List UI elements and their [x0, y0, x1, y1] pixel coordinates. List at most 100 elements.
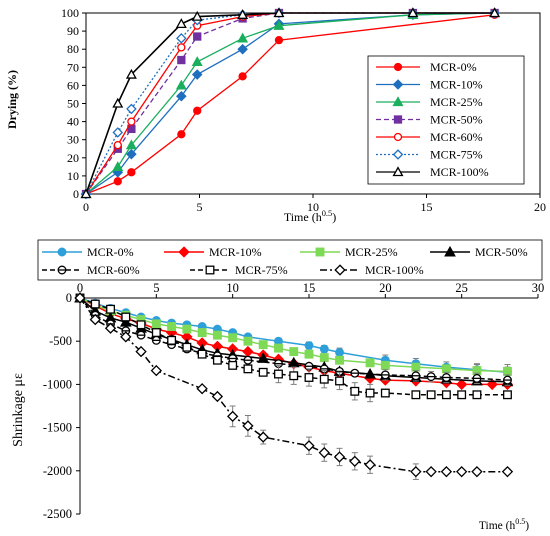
shrinkage-point-mcr-25pct: [243, 336, 253, 346]
shrinkage-point-mcr-100pct: [257, 431, 269, 443]
drying-y-tick-label: 30: [67, 133, 79, 147]
drying-point-mcr-25pct: [175, 79, 187, 90]
drying-point-mcr-0pct: [193, 106, 202, 115]
shrinkage-point-mcr-25pct: [212, 330, 222, 340]
shrinkage-point-mcr-100pct: [425, 465, 437, 478]
shrinkage-point-mcr-75pct: [335, 376, 344, 386]
drying-point-mcr-100pct: [273, 7, 285, 18]
drying-point-mcr-60pct: [113, 140, 122, 150]
shrinkage-point-mcr-75pct: [441, 390, 451, 400]
shrinkage-legend-label: MCR-75%: [235, 263, 288, 277]
shrinkage-series-mcr-75pct: [75, 293, 512, 403]
shrinkage-point-mcr-75pct: [472, 390, 482, 400]
shrinkage-point-mcr-25pct: [319, 353, 329, 363]
shrinkage-axes: 0 5 10 15 20 25 30 0 -500 -1000 -1500 -2000 -2500 Shr…: [11, 281, 544, 532]
drying-axes: 0 10 20 30 40 50 60 70 80 90 100 0 5 10 15 20 Drying (%)…: [5, 6, 546, 224]
shrinkage-point-mcr-25pct: [258, 340, 268, 350]
shrinkage-point-mcr-75pct: [136, 320, 146, 330]
drying-y-tick-label: 50: [67, 97, 79, 111]
shrinkage-point-mcr-100pct: [104, 322, 117, 334]
shrinkage-point-mcr-100pct: [303, 440, 315, 452]
drying-point-mcr-10pct: [237, 43, 248, 55]
shrinkage-legend-label: MCR-25%: [345, 245, 398, 259]
shrinkage-point-mcr-75pct: [350, 386, 360, 396]
drying-legend-marker: [392, 149, 404, 160]
drying-point-mcr-10pct: [176, 90, 187, 102]
drying-legend-label: MCR-25%: [430, 95, 483, 109]
drying-legend-label: MCR-60%: [430, 130, 483, 144]
shrinkage-point-mcr-75pct: [228, 360, 238, 370]
shrinkage-point-mcr-75pct: [289, 371, 299, 381]
drying-legend-marker: [392, 166, 404, 177]
drying-series-mcr-100pct: [80, 7, 501, 199]
shrinkage-point-mcr-100pct: [211, 390, 224, 403]
shrinkage-point-mcr-75pct: [90, 299, 100, 309]
shrinkage-point-mcr-75pct: [380, 388, 390, 398]
drying-point-mcr-100pct: [112, 97, 124, 108]
drying-point-mcr-75pct: [176, 33, 187, 44]
drying-x-axis-title: Time (h0.5): [284, 209, 336, 224]
shrinkage-point-mcr-75pct: [197, 349, 207, 359]
shrinkage-point-mcr-75pct: [411, 390, 421, 400]
shrinkage-point-mcr-60pct: [335, 366, 344, 376]
shrinkage-legend-label: MCR-60%: [87, 263, 140, 277]
shrinkage-point-mcr-75pct: [304, 373, 314, 382]
shrinkage-y-tick-label: 0: [66, 291, 72, 305]
shrinkage-y-axis-title: Shrinkage με: [11, 373, 26, 447]
drying-x-tick-label: 15: [421, 200, 433, 214]
shrinkage-legend-box: [37, 239, 543, 281]
shrinkage-point-mcr-25pct: [228, 333, 238, 343]
shrinkage-point-mcr-0pct: [335, 347, 344, 357]
shrinkage-point-mcr-100pct: [333, 451, 346, 463]
shrinkage-y-tick-label: -500: [49, 334, 72, 348]
shrinkage-point-mcr-100pct: [318, 446, 330, 459]
shrinkage-point-mcr-60pct: [426, 372, 436, 382]
shrinkage-point-mcr-75pct: [274, 369, 283, 379]
drying-point-mcr-100pct: [125, 68, 137, 79]
drying-point-mcr-10pct: [191, 69, 203, 80]
shrinkage-point-mcr-100pct: [150, 364, 163, 377]
drying-y-tick-label: 80: [67, 42, 79, 56]
shrinkage-series-mcr-100pct: [74, 292, 514, 480]
drying-point-mcr-60pct: [177, 43, 186, 52]
drying-legend: MCR-0% MCR-10% MCR-25% MCR-50% MCR-60% MCR-75…: [367, 55, 525, 185]
shrinkage-x-tick-label: 15: [303, 281, 316, 295]
shrinkage-point-mcr-100pct: [89, 313, 101, 326]
shrinkage-point-mcr-25pct: [182, 324, 192, 334]
shrinkage-legend: MCR-0% MCR-10% MCR-25% MCR-50% MCR-60% MCR-75…: [37, 239, 543, 281]
shrinkage-y-tick-label: -1000: [43, 377, 72, 391]
drying-y-tick-label: 10: [67, 169, 79, 183]
shrinkage-line-mcr-100pct: [79, 297, 508, 473]
drying-point-mcr-25pct: [125, 139, 137, 150]
drying-point-mcr-50pct: [193, 32, 202, 41]
shrinkage-legend-label: MCR-0%: [87, 245, 134, 259]
shrinkage-point-mcr-75pct: [151, 328, 161, 338]
shrinkage-legend-label: MCR-50%: [475, 245, 528, 259]
drying-y-tick-label: 90: [67, 24, 79, 38]
shrinkage-point-mcr-25pct: [197, 328, 207, 338]
shrinkage-x-tick-label: 20: [379, 281, 392, 295]
shrinkage-point-mcr-100pct: [349, 455, 361, 467]
drying-legend-marker: [392, 96, 404, 107]
drying-point-mcr-60pct: [127, 117, 136, 126]
drying-point-mcr-100pct: [80, 188, 92, 199]
drying-chart: 0 10 20 30 40 50 60 70 80 90 100 0 5 10 15 20 Drying (%)…: [5, 6, 546, 224]
shrinkage-point-mcr-75pct: [106, 304, 115, 314]
shrinkage-point-mcr-60pct: [243, 355, 253, 365]
shrinkage-point-mcr-60pct: [503, 375, 512, 385]
shrinkage-point-mcr-100pct: [501, 465, 514, 478]
shrinkage-point-mcr-100pct: [196, 383, 208, 395]
shrinkage-point-mcr-25pct: [503, 366, 512, 376]
shrinkage-line-mcr-75pct: [79, 297, 508, 396]
drying-x-tick-label: 0: [83, 200, 89, 214]
drying-point-mcr-10pct: [126, 148, 137, 160]
drying-point-mcr-0pct: [177, 130, 186, 139]
shrinkage-point-mcr-60pct: [151, 335, 161, 345]
shrinkage-legend-label: MCR-10%: [209, 245, 262, 259]
shrinkage-legend-marker: [178, 246, 190, 258]
shrinkage-line-mcr-60pct: [79, 297, 508, 381]
shrinkage-point-mcr-75pct: [121, 312, 131, 322]
shrinkage-point-mcr-25pct: [365, 358, 375, 368]
shrinkage-legend-marker: [315, 247, 325, 257]
